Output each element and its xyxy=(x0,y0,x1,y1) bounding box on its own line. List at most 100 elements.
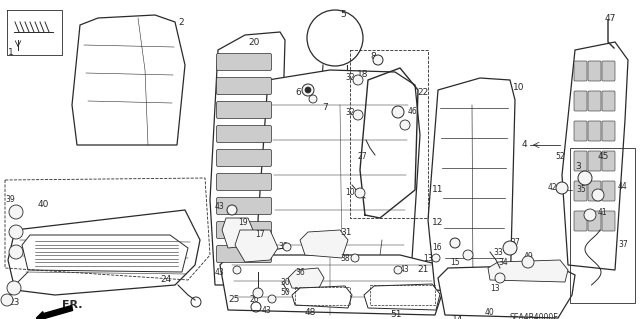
Text: 41: 41 xyxy=(598,208,607,217)
FancyBboxPatch shape xyxy=(574,211,587,231)
FancyBboxPatch shape xyxy=(602,181,615,201)
Text: 3: 3 xyxy=(575,162,580,171)
Text: 45: 45 xyxy=(598,152,609,161)
Text: 5: 5 xyxy=(340,10,346,19)
Circle shape xyxy=(394,266,402,274)
Circle shape xyxy=(233,266,241,274)
Polygon shape xyxy=(235,230,278,262)
Circle shape xyxy=(522,256,534,268)
FancyBboxPatch shape xyxy=(216,78,271,94)
Circle shape xyxy=(400,120,410,130)
Text: 39: 39 xyxy=(5,195,15,204)
Circle shape xyxy=(592,189,604,201)
Text: 38: 38 xyxy=(340,254,349,263)
Polygon shape xyxy=(258,70,420,290)
Text: 16: 16 xyxy=(432,243,442,252)
Polygon shape xyxy=(438,265,575,318)
FancyBboxPatch shape xyxy=(602,61,615,81)
Polygon shape xyxy=(300,230,348,258)
Circle shape xyxy=(253,288,263,298)
Text: FR.: FR. xyxy=(62,300,83,310)
Circle shape xyxy=(463,250,473,260)
Circle shape xyxy=(503,241,517,255)
FancyBboxPatch shape xyxy=(216,101,271,118)
Circle shape xyxy=(227,205,237,215)
Ellipse shape xyxy=(34,251,50,273)
Circle shape xyxy=(9,205,23,219)
Text: 18: 18 xyxy=(357,70,369,79)
FancyBboxPatch shape xyxy=(588,211,601,231)
FancyBboxPatch shape xyxy=(216,54,271,70)
Text: 51: 51 xyxy=(390,310,401,319)
FancyBboxPatch shape xyxy=(602,91,615,111)
Text: 13: 13 xyxy=(423,254,433,263)
Text: 10: 10 xyxy=(345,188,355,197)
FancyBboxPatch shape xyxy=(602,121,615,141)
Text: 15: 15 xyxy=(450,258,460,267)
FancyBboxPatch shape xyxy=(216,174,271,190)
Text: 40: 40 xyxy=(38,200,49,209)
Text: 21: 21 xyxy=(417,265,428,274)
Circle shape xyxy=(9,225,23,239)
Circle shape xyxy=(283,243,291,251)
Circle shape xyxy=(268,295,276,303)
Text: 43: 43 xyxy=(215,202,225,211)
Text: 33: 33 xyxy=(493,248,503,257)
Circle shape xyxy=(355,188,365,198)
Text: 43: 43 xyxy=(215,268,225,277)
Circle shape xyxy=(353,110,363,120)
FancyBboxPatch shape xyxy=(216,221,271,239)
Text: 40: 40 xyxy=(485,308,495,317)
Polygon shape xyxy=(220,255,445,315)
FancyBboxPatch shape xyxy=(602,151,615,171)
Text: 6: 6 xyxy=(295,88,301,97)
Circle shape xyxy=(1,294,13,306)
Text: 47: 47 xyxy=(605,14,616,23)
FancyBboxPatch shape xyxy=(216,125,271,143)
Circle shape xyxy=(353,75,363,85)
Text: 31: 31 xyxy=(340,228,351,237)
Circle shape xyxy=(450,238,460,248)
FancyBboxPatch shape xyxy=(588,61,601,81)
FancyBboxPatch shape xyxy=(574,151,587,171)
Bar xyxy=(570,148,635,303)
Text: 2: 2 xyxy=(178,18,184,27)
FancyArrow shape xyxy=(36,306,73,319)
Text: 4: 4 xyxy=(522,140,527,149)
Text: 52: 52 xyxy=(555,152,564,161)
Text: 48: 48 xyxy=(305,308,316,317)
Text: 43: 43 xyxy=(400,265,410,274)
Text: 49: 49 xyxy=(524,252,534,261)
Text: 35: 35 xyxy=(576,185,586,194)
Polygon shape xyxy=(288,268,324,290)
FancyBboxPatch shape xyxy=(574,61,587,81)
FancyBboxPatch shape xyxy=(588,181,601,201)
Text: 38: 38 xyxy=(278,242,287,251)
Text: 37: 37 xyxy=(510,238,520,247)
Polygon shape xyxy=(210,32,285,285)
Polygon shape xyxy=(8,210,200,295)
Text: 34: 34 xyxy=(498,258,508,267)
Text: 30: 30 xyxy=(280,278,290,287)
Polygon shape xyxy=(488,260,568,282)
Circle shape xyxy=(373,55,383,65)
Circle shape xyxy=(432,254,440,262)
Text: 23: 23 xyxy=(8,298,19,307)
FancyBboxPatch shape xyxy=(574,91,587,111)
Circle shape xyxy=(305,87,311,93)
Text: 32: 32 xyxy=(345,73,355,82)
Text: 42: 42 xyxy=(548,183,557,192)
Text: 50: 50 xyxy=(280,288,290,297)
Text: 1: 1 xyxy=(8,48,13,57)
Text: 43: 43 xyxy=(262,306,272,315)
Circle shape xyxy=(556,182,568,194)
Circle shape xyxy=(9,245,23,259)
Text: 27: 27 xyxy=(358,152,367,161)
Text: 20: 20 xyxy=(248,38,259,47)
Circle shape xyxy=(351,254,359,262)
Polygon shape xyxy=(562,42,628,270)
Text: 10: 10 xyxy=(513,83,525,92)
Circle shape xyxy=(307,10,363,66)
Text: 36: 36 xyxy=(295,268,305,277)
Text: 8: 8 xyxy=(370,52,376,61)
